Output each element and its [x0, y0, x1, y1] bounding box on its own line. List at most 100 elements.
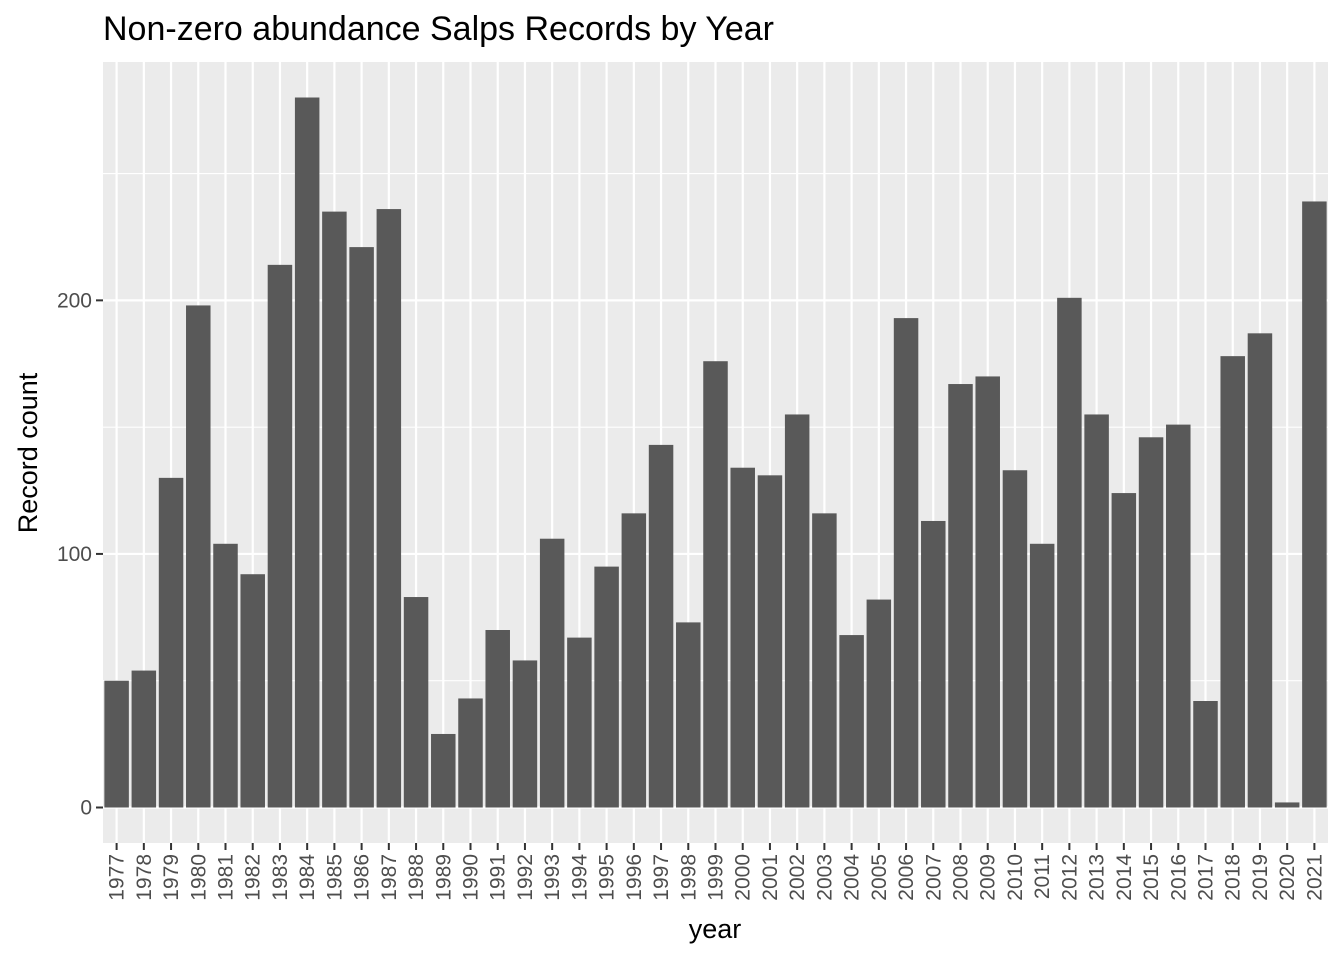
x-tick-label: 1984 [296, 854, 319, 901]
x-tick-label: 2002 [786, 854, 809, 901]
x-tick-label: 1979 [160, 854, 183, 901]
x-tick-label: 1993 [541, 854, 564, 901]
bar-1993 [539, 538, 565, 808]
bar-2018 [1220, 356, 1245, 808]
bars [104, 97, 1327, 808]
bar-1986 [349, 247, 374, 808]
x-tick-label: 2000 [732, 854, 755, 901]
y-tick-label: 100 [57, 543, 92, 566]
x-tick-label: 2011 [1031, 854, 1054, 899]
x-tick-label: 2009 [977, 854, 1000, 901]
x-tick-label: 1998 [677, 854, 700, 901]
x-tick-label: 2003 [813, 854, 836, 901]
bar-1982 [240, 574, 265, 808]
x-tick-label: 1991 [487, 854, 510, 901]
bar-1989 [431, 733, 456, 808]
bar-2010 [1002, 470, 1028, 808]
bar-2011 [1029, 543, 1055, 808]
bar-2006 [893, 318, 919, 808]
x-tick-label: 1983 [269, 854, 292, 901]
x-tick-label: 2013 [1086, 854, 1109, 901]
bar-1980 [186, 305, 211, 808]
bar-2019 [1247, 333, 1273, 808]
bar-1990 [458, 698, 483, 808]
x-tick-label: 1977 [106, 854, 129, 901]
x-tick-label: 1982 [242, 854, 265, 901]
bar-2012 [1057, 297, 1082, 808]
bar-2003 [812, 513, 837, 808]
x-tick-label: 2014 [1113, 854, 1136, 901]
bar-1995 [594, 566, 619, 808]
chart-title: Non-zero abundance Salps Records by Year [103, 10, 774, 48]
bar-2020 [1274, 802, 1300, 808]
x-tick-label: 1989 [432, 854, 455, 901]
x-tick-label: 2004 [841, 854, 864, 901]
x-tick-label: 2019 [1249, 854, 1272, 901]
bar-1977 [104, 680, 129, 808]
x-tick-label: 1999 [705, 854, 728, 901]
x-tick-label: 1980 [187, 854, 210, 901]
y-axis: 0 100 200 [57, 289, 103, 820]
bar-2021 [1302, 201, 1327, 808]
x-tick-label: 2018 [1222, 854, 1245, 901]
x-tick-label: 1988 [405, 854, 428, 901]
bar-2000 [730, 467, 755, 808]
bar-1997 [648, 444, 674, 808]
x-tick-label: 1997 [650, 854, 673, 901]
bar-1996 [621, 513, 647, 808]
bar-1992 [512, 660, 538, 808]
x-tick-label: 1986 [351, 854, 374, 901]
bar-1987 [376, 209, 402, 808]
x-tick-label: 2021 [1303, 854, 1326, 901]
bar-2009 [975, 376, 1000, 808]
x-tick-label: 1995 [596, 854, 619, 901]
bar-2016 [1166, 424, 1191, 808]
bar-1984 [294, 97, 320, 808]
x-tick-label: 1987 [378, 854, 401, 901]
x-tick-label: 1985 [323, 854, 346, 901]
bar-2013 [1084, 414, 1109, 808]
bar-1985 [322, 211, 347, 808]
bar-1983 [267, 264, 293, 808]
y-tick-label: 200 [57, 289, 92, 312]
x-tick-label: 1978 [133, 854, 156, 901]
x-tick-label: 2006 [895, 854, 918, 901]
bar-2002 [784, 414, 810, 808]
x-tick-label: 1981 [215, 854, 238, 901]
x-axis: 1977 1978 1979 1980 1981 1982 1983 1984 1985 1986… [106, 843, 1326, 901]
bar-2015 [1138, 437, 1164, 808]
y-axis-title: Record count [13, 372, 43, 533]
x-tick-label: 2007 [922, 854, 945, 901]
bar-2008 [948, 384, 973, 808]
x-tick-label: 2008 [950, 854, 973, 901]
x-tick-label: 2020 [1276, 854, 1299, 901]
x-tick-label: 2001 [759, 854, 782, 901]
x-tick-label: 2015 [1140, 854, 1163, 901]
bar-1998 [676, 622, 701, 808]
x-tick-label: 1994 [568, 854, 591, 901]
bar-2001 [757, 475, 783, 808]
bar-2004 [839, 635, 864, 808]
x-tick-label: 1990 [460, 854, 483, 901]
bar-1991 [485, 630, 510, 808]
bar-1981 [213, 543, 238, 808]
x-tick-label: 2012 [1058, 854, 1081, 901]
x-tick-label: 1996 [623, 854, 646, 901]
bar-1988 [403, 597, 429, 808]
bar-2005 [866, 599, 892, 808]
bar-2017 [1193, 701, 1218, 808]
x-tick-label: 2016 [1167, 854, 1190, 901]
bar-1978 [131, 670, 157, 808]
x-axis-title: year [689, 914, 742, 944]
x-tick-label: 2005 [868, 854, 891, 901]
x-tick-label: 2017 [1195, 854, 1218, 901]
bar-1979 [158, 477, 184, 808]
y-tick-label: 0 [80, 797, 92, 820]
x-tick-label: 2010 [1004, 854, 1027, 901]
bar-1994 [567, 637, 592, 808]
x-tick-label: 1992 [514, 854, 537, 901]
bar-2007 [921, 520, 946, 808]
bar-1999 [703, 361, 728, 808]
bar-2014 [1111, 493, 1137, 808]
